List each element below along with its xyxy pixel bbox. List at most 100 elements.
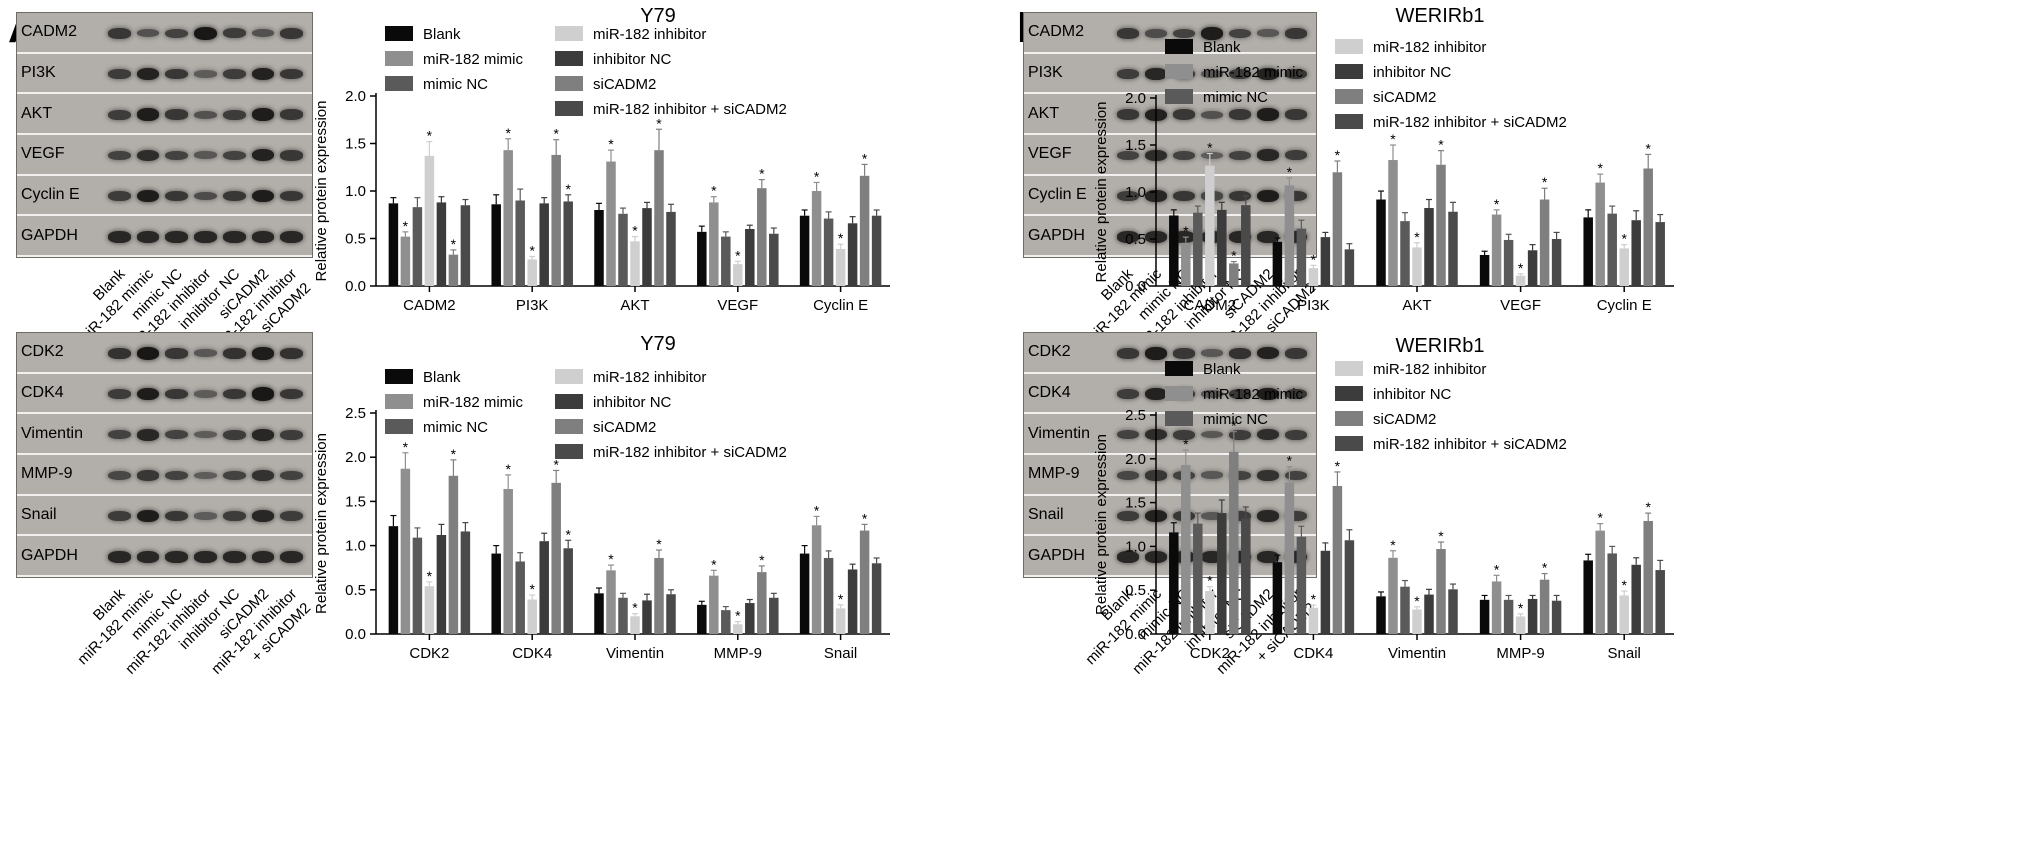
bar bbox=[1388, 557, 1398, 634]
blot-band bbox=[1229, 150, 1251, 161]
blot-band bbox=[1173, 348, 1195, 359]
legend-entry: Blank bbox=[423, 26, 461, 43]
blot-band bbox=[280, 429, 303, 440]
bar bbox=[1436, 549, 1446, 634]
bar bbox=[1241, 518, 1251, 634]
bar bbox=[1412, 609, 1422, 634]
bar bbox=[1376, 199, 1386, 286]
bar bbox=[835, 248, 846, 286]
significance-star: * bbox=[1231, 418, 1237, 434]
y-tick-label: 1.5 bbox=[345, 136, 366, 153]
blot-band bbox=[1201, 550, 1223, 563]
blot-band bbox=[280, 28, 303, 39]
y-tick-label: 2.0 bbox=[1125, 451, 1146, 468]
blot-band bbox=[1229, 388, 1251, 400]
blot-band bbox=[194, 230, 217, 243]
significance-star: * bbox=[505, 461, 511, 477]
bar bbox=[847, 223, 858, 286]
y-tick-label: 0.0 bbox=[1125, 626, 1146, 643]
blot-band bbox=[1117, 550, 1139, 563]
significance-star: * bbox=[565, 181, 571, 197]
blot-band bbox=[1285, 511, 1307, 521]
blot-band bbox=[165, 348, 189, 359]
x-tick-label: Cyclin E bbox=[1597, 297, 1652, 314]
blot-band bbox=[108, 429, 131, 440]
blot-row: CDK2 bbox=[17, 333, 312, 374]
significance-star: * bbox=[1390, 537, 1396, 553]
bar bbox=[1205, 165, 1215, 286]
legend-entry: miR-182 inhibitor bbox=[1373, 39, 1486, 56]
blot-band bbox=[165, 388, 189, 400]
blot-band bbox=[251, 347, 275, 360]
blot-band bbox=[1201, 471, 1223, 480]
blot-row: GAPDH bbox=[17, 216, 312, 257]
bar bbox=[654, 150, 664, 286]
blot-protein-label: Snail bbox=[21, 505, 57, 523]
blot-band bbox=[222, 109, 246, 120]
x-tick-label: VEGF bbox=[1500, 297, 1541, 314]
blot-protein-label: MMP-9 bbox=[21, 465, 73, 483]
blot-band bbox=[251, 67, 275, 81]
blot-row: AKT bbox=[1024, 94, 1316, 135]
blot-band bbox=[136, 509, 160, 523]
bar bbox=[1332, 172, 1343, 286]
blot-band bbox=[1257, 469, 1279, 481]
blot-band bbox=[1117, 191, 1139, 201]
significance-star: * bbox=[529, 243, 535, 259]
bar bbox=[1619, 595, 1629, 634]
significance-star: * bbox=[1390, 131, 1396, 147]
blot-band bbox=[1201, 430, 1223, 439]
bar bbox=[642, 600, 652, 634]
blot-band bbox=[165, 510, 189, 522]
bar bbox=[769, 597, 779, 634]
bar bbox=[835, 608, 846, 634]
legend-entry: miR-182 mimic bbox=[1203, 64, 1304, 81]
bar bbox=[1376, 596, 1386, 634]
bar bbox=[1308, 268, 1319, 286]
bar bbox=[563, 201, 573, 286]
legend-swatch bbox=[385, 419, 413, 434]
bar bbox=[630, 616, 640, 634]
bar bbox=[515, 200, 525, 286]
significance-star: * bbox=[1287, 453, 1293, 469]
legend-entry: siCADM2 bbox=[1373, 411, 1436, 428]
bar bbox=[563, 548, 573, 634]
bar bbox=[1595, 530, 1605, 634]
x-tick-label: CADM2 bbox=[1184, 297, 1237, 314]
blot-band bbox=[280, 150, 303, 161]
legend-swatch bbox=[555, 51, 583, 66]
x-tick-label: MMP-9 bbox=[1496, 645, 1544, 662]
significance-star: * bbox=[656, 115, 662, 131]
significance-star: * bbox=[759, 166, 765, 182]
blot-protein-label: VEGF bbox=[21, 145, 65, 163]
y-axis-label: Relative protein expression bbox=[313, 433, 330, 614]
blot-band bbox=[1201, 110, 1223, 119]
legend-entry: miR-182 inhibitor + siCADM2 bbox=[593, 444, 787, 461]
blot-band bbox=[1145, 387, 1167, 401]
blot-band bbox=[1257, 550, 1279, 563]
bar bbox=[448, 254, 459, 286]
bar bbox=[1479, 254, 1490, 286]
blot-band bbox=[1229, 190, 1251, 202]
bar bbox=[1448, 589, 1458, 634]
blot-protein-label: Vimentin bbox=[1028, 424, 1090, 442]
bar bbox=[811, 191, 822, 286]
legend-swatch bbox=[1165, 386, 1193, 401]
x-tick-label: Cyclin E bbox=[813, 297, 868, 314]
blot-band bbox=[1145, 347, 1167, 360]
blot-band bbox=[251, 469, 275, 481]
legend-entry: inhibitor NC bbox=[1373, 386, 1452, 403]
legend-swatch bbox=[555, 444, 583, 459]
blot-band bbox=[194, 550, 217, 563]
legend-swatch bbox=[1165, 361, 1193, 376]
blot-protein-label: GAPDH bbox=[21, 226, 78, 244]
blot-band bbox=[194, 512, 217, 520]
blot-row: CDK4 bbox=[17, 374, 312, 415]
significance-star: * bbox=[608, 551, 614, 567]
blot-band bbox=[1229, 28, 1251, 39]
bar bbox=[436, 202, 447, 286]
x-tick-label: CADM2 bbox=[403, 297, 456, 314]
blot-band bbox=[1285, 230, 1307, 243]
bar bbox=[1479, 599, 1490, 634]
blot-band bbox=[280, 470, 303, 481]
